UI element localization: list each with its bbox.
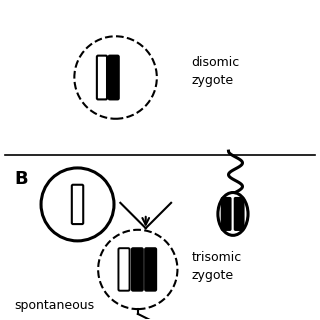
FancyBboxPatch shape xyxy=(97,56,107,100)
Text: disomic
zygote: disomic zygote xyxy=(192,56,240,87)
Text: spontaneous: spontaneous xyxy=(14,300,94,312)
FancyBboxPatch shape xyxy=(72,185,83,224)
FancyBboxPatch shape xyxy=(145,248,156,291)
Text: B: B xyxy=(14,170,28,188)
FancyBboxPatch shape xyxy=(108,56,119,100)
FancyBboxPatch shape xyxy=(118,248,130,291)
Text: trisomic
zygote: trisomic zygote xyxy=(192,251,242,282)
FancyBboxPatch shape xyxy=(235,198,244,230)
FancyBboxPatch shape xyxy=(221,198,231,230)
FancyBboxPatch shape xyxy=(132,248,143,291)
